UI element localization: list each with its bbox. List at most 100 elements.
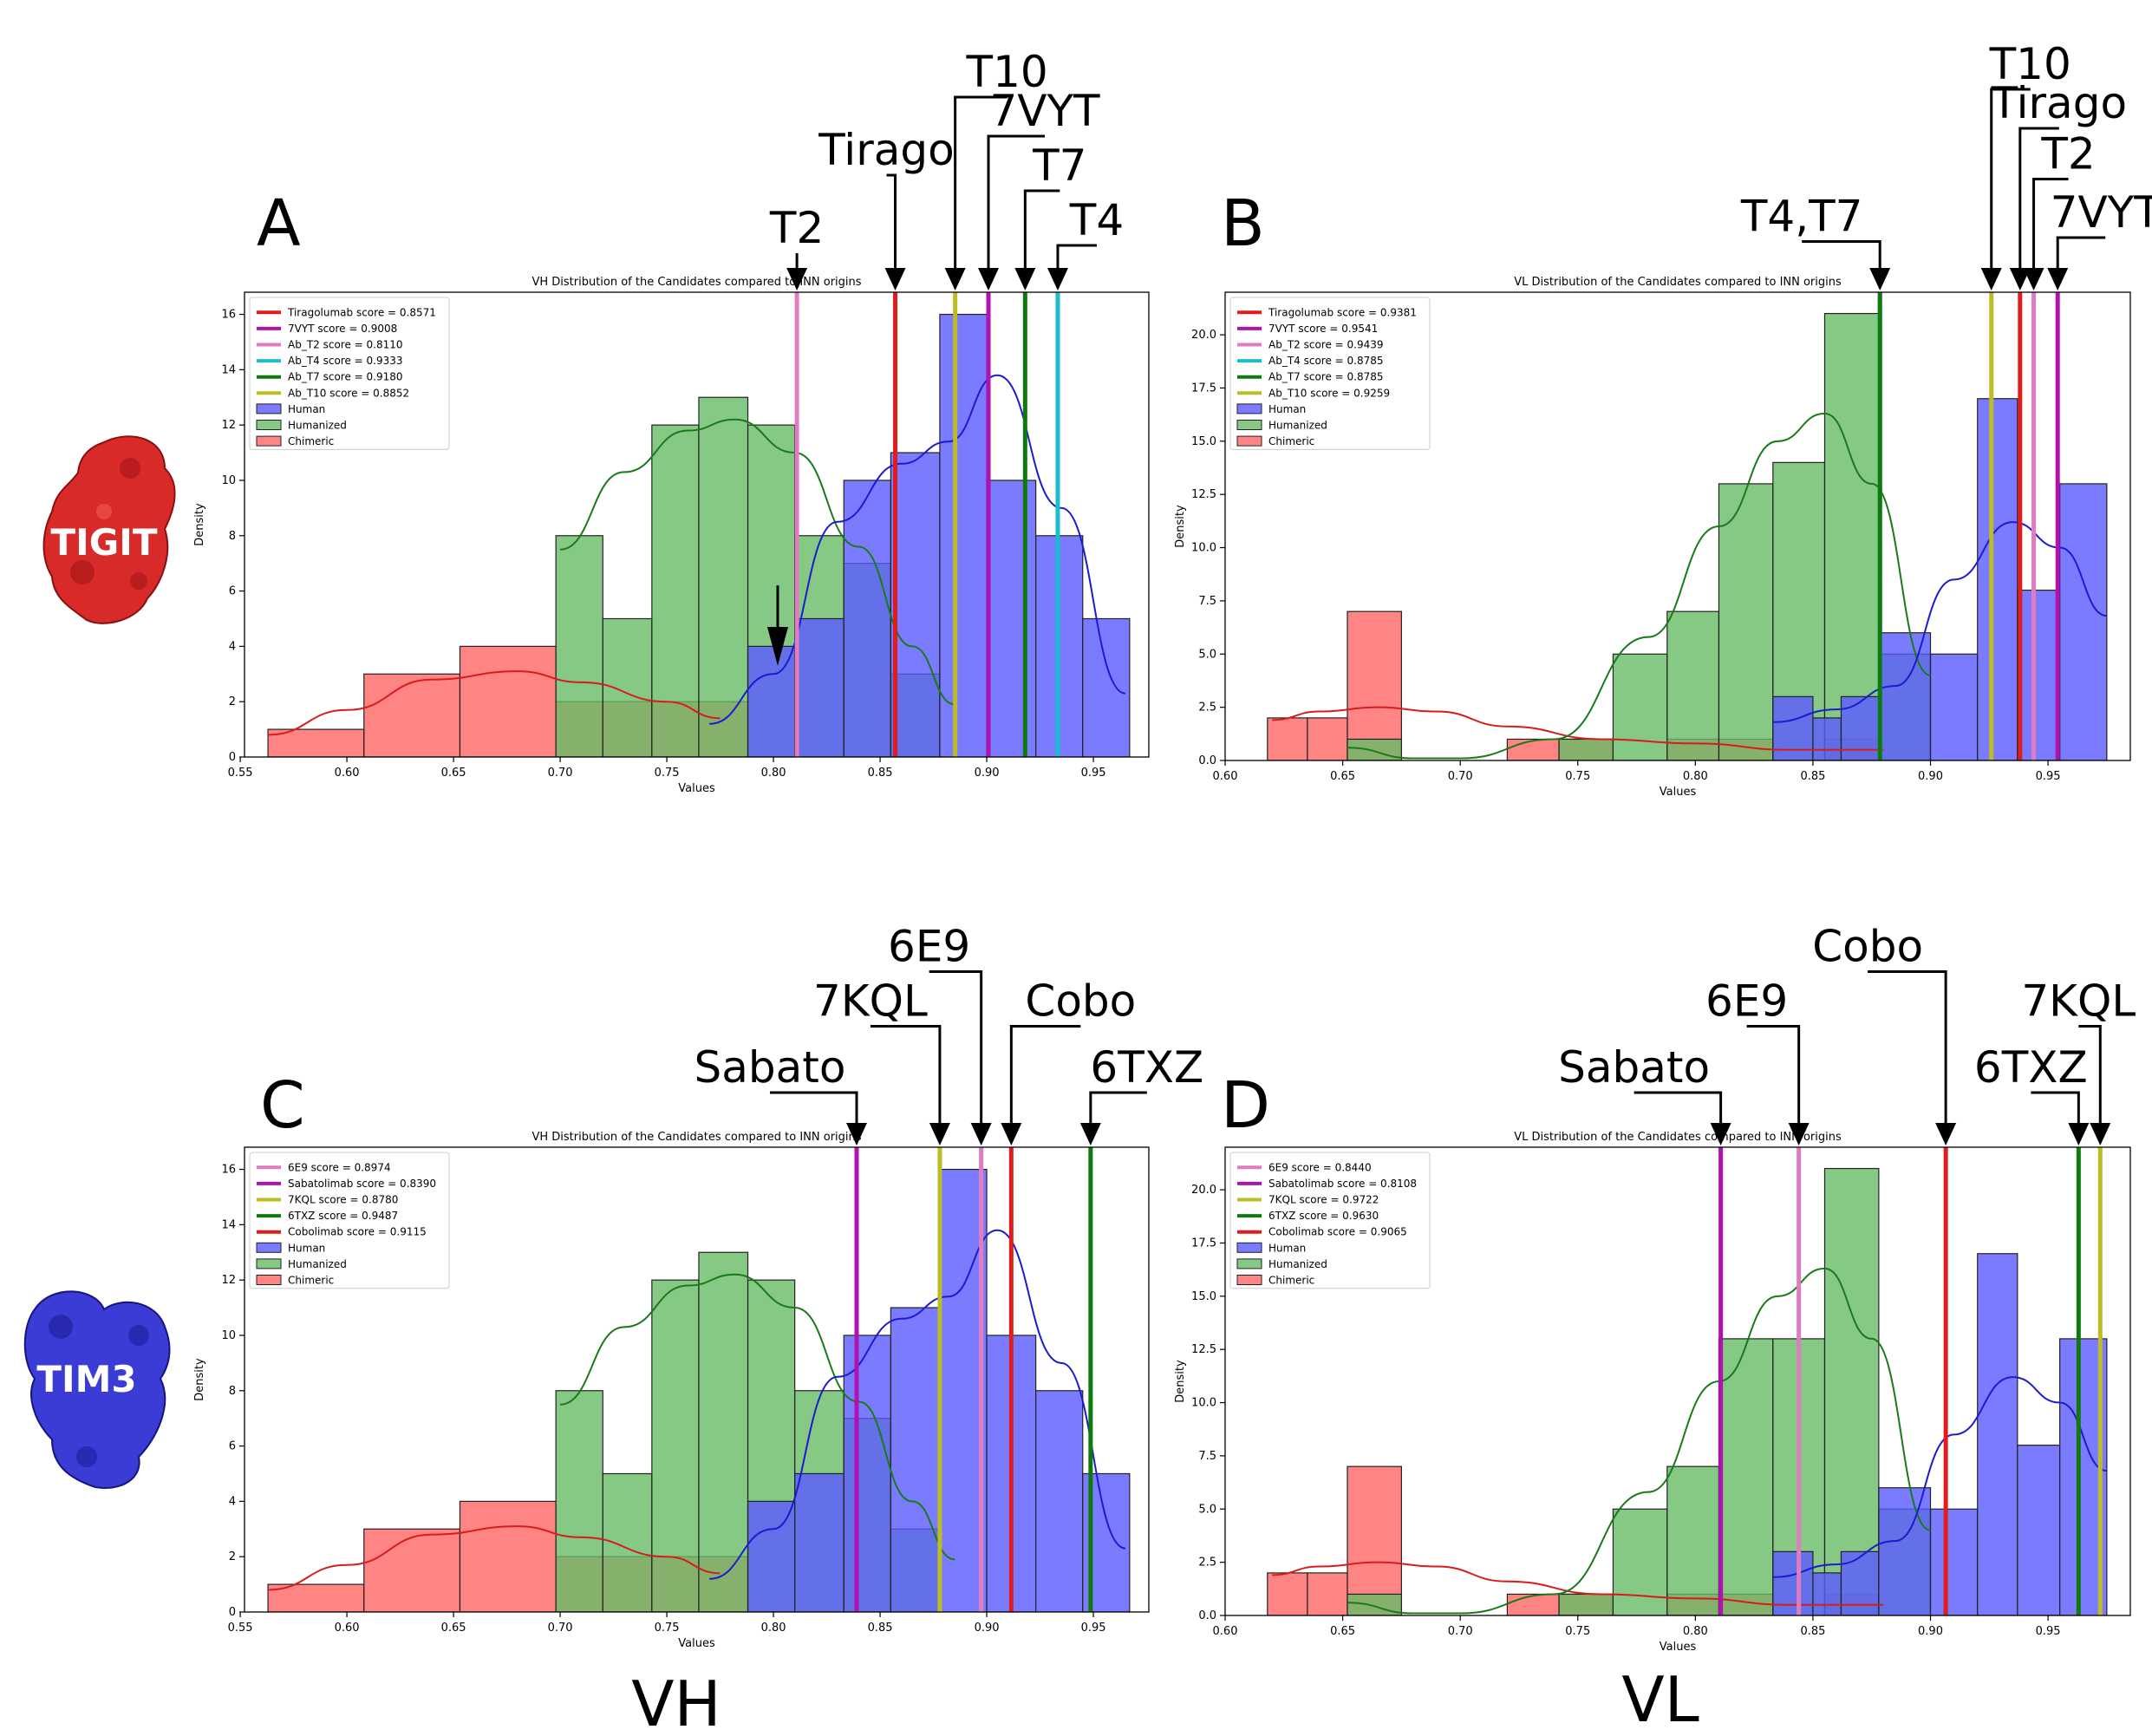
c-bar-humanized-0 [555,1390,603,1612]
c-bar-human-1 [794,1472,844,1612]
c-bar-human-3 [890,1307,941,1612]
d-xtick-label-6: 0.90 [1918,1625,1943,1638]
a-bar-humanized-2 [651,424,700,757]
a-annotation-leader-4 [1023,189,1060,271]
c-xtick-label-7: 0.90 [975,1622,1000,1635]
b-kde-chimeric [1272,706,1884,751]
b-ylabel: Density [1174,505,1187,548]
c-bar-humanized-3 [698,1251,749,1612]
a-legend-swatch-7 [256,420,282,430]
a-ytick-label-7: 14 [221,363,236,376]
d-bar-humanized-4 [1718,1338,1774,1615]
c-legend-label-6: Humanized [288,1258,347,1270]
a-xtick-label-3: 0.70 [548,767,573,780]
a-annotation-leader-5 [1056,244,1097,271]
d-annotation-leader-1 [1746,1025,1801,1126]
c-ytick-label-7: 14 [221,1218,236,1231]
panel-d-chart: VL Distribution of the Candidates compar… [1174,922,2136,1654]
b-annotation-arrowhead-1 [1980,268,2002,290]
b-annotation-label-2: Tirago [1991,78,2127,128]
a-ytick-label-2: 4 [229,640,236,653]
a-xtick-label-0: 0.55 [228,767,253,780]
c-annotation-0: Sabato [695,1042,867,1145]
tigit-protein-illustration: TIGIT [42,435,176,624]
c-legend-label-3: 6TXZ score = 0.9487 [288,1210,398,1222]
d-annotation-arrowhead-1 [1788,1123,1810,1145]
b-bar-human-6 [2017,590,2061,760]
d-kde-humanized [1347,1267,1931,1615]
d-xlabel: Values [1660,1641,1697,1654]
c-ytick-label-2: 4 [229,1495,236,1508]
b-axes-frame [1224,291,2131,761]
d-annotation-label-0: Sabato [1558,1042,1710,1093]
c-annotation-arrowhead-2 [970,1123,992,1145]
a-bar-humanized-3 [698,396,749,757]
a-bar-human-7 [1082,617,1131,757]
a-annotation-leader-1 [886,173,897,271]
b-bar-human-1 [1812,717,1842,760]
b-bar-humanized-1 [1558,738,1614,760]
b-legend-label-0: Tiragolumab score = 0.9381 [1268,306,1417,318]
d-legend-label-0: 6E9 score = 0.8440 [1268,1161,1372,1173]
d-annotation-leader-4 [2031,1091,2080,1126]
b-legend-label-5: Ab_T10 score = 0.9259 [1268,387,1390,399]
b-annotation-leader-2 [2018,127,2059,271]
d-chart-title: VL Distribution of the Candidates compar… [1514,1131,1842,1144]
a-ytick-label-3: 6 [229,585,236,598]
c-ytick-label-5: 10 [221,1329,236,1342]
a-ytick-label-6: 12 [221,419,236,432]
d-xtick-label-3: 0.75 [1565,1625,1590,1638]
a-legend-label-5: Ab_T10 score = 0.8852 [288,387,409,399]
a-annotation-label-4: T7 [1032,140,1086,191]
d-legend-swatch-6 [1236,1258,1262,1269]
b-ytick-label-5: 12.5 [1191,488,1216,501]
a-legend-label-2: Ab_T2 score = 0.8110 [288,339,403,351]
d-legend-label-5: Human [1268,1242,1306,1254]
b-bar-chimeric-0 [1267,717,1308,760]
d-legend [1229,1152,1431,1289]
c-xtick-label-0: 0.55 [228,1622,253,1635]
b-bar-human-0 [1772,695,1814,760]
c-annotation-4: 6TXZ [1079,1042,1203,1145]
b-bar-chimeric-3 [1506,738,1560,760]
d-ytick-label-4: 10.0 [1191,1397,1216,1410]
a-annotation-leader-3 [987,134,1046,271]
b-annotation-arrowhead-0 [1869,268,1891,290]
d-annotation-arrowhead-0 [1710,1123,1731,1145]
a-ytick-label-0: 0 [229,751,236,764]
b-bar-humanized-2 [1612,653,1668,760]
c-xtick-label-4: 0.75 [655,1622,680,1635]
b-ytick-label-2: 5.0 [1198,648,1216,661]
d-xtick-label-2: 0.70 [1448,1625,1473,1638]
d-bar-human-5 [1977,1253,2018,1615]
a-xtick-label-1: 0.60 [335,767,360,780]
a-bar-human-4 [939,313,988,757]
d-legend-swatch-7 [1236,1275,1262,1285]
d-legend-label-2: 7KQL score = 0.9722 [1268,1194,1379,1206]
c-bar-humanized-1 [602,1472,653,1612]
c-bar-chimeric-1 [363,1528,461,1612]
b-legend-label-3: Ab_T4 score = 0.8785 [1268,355,1384,367]
d-bar-humanized-6 [1823,1167,1880,1615]
tigit-label: TIGIT [50,521,157,564]
b-ytick-label-4: 10.0 [1191,542,1216,555]
d-annotation-label-1: 6E9 [1705,976,1788,1027]
a-xtick-label-5: 0.80 [761,767,786,780]
a-annotation-label-0: T2 [769,203,824,253]
c-annotation-leader-0 [769,1091,858,1126]
b-annotation-leader-3 [2032,178,2069,271]
d-ytick-label-7: 17.5 [1191,1237,1216,1250]
b-annotation-label-3: T2 [2040,129,2095,179]
b-ytick-label-3: 7.5 [1198,595,1216,608]
a-bar-chimeric-2 [459,645,557,757]
c-xtick-label-3: 0.70 [548,1622,573,1635]
d-annotation-leader-2 [1868,970,1947,1126]
a-annotation-1: Tirago [818,125,955,290]
d-annotation-0: Sabato [1558,1042,1731,1145]
d-annotation-leader-3 [2078,1025,2102,1126]
b-xtick-label-0: 0.60 [1213,770,1238,783]
b-chart-title: VL Distribution of the Candidates compar… [1514,276,1842,289]
a-xtick-label-7: 0.90 [975,767,1000,780]
a-ytick-label-1: 2 [229,695,236,708]
c-kde-humanized [559,1273,955,1561]
